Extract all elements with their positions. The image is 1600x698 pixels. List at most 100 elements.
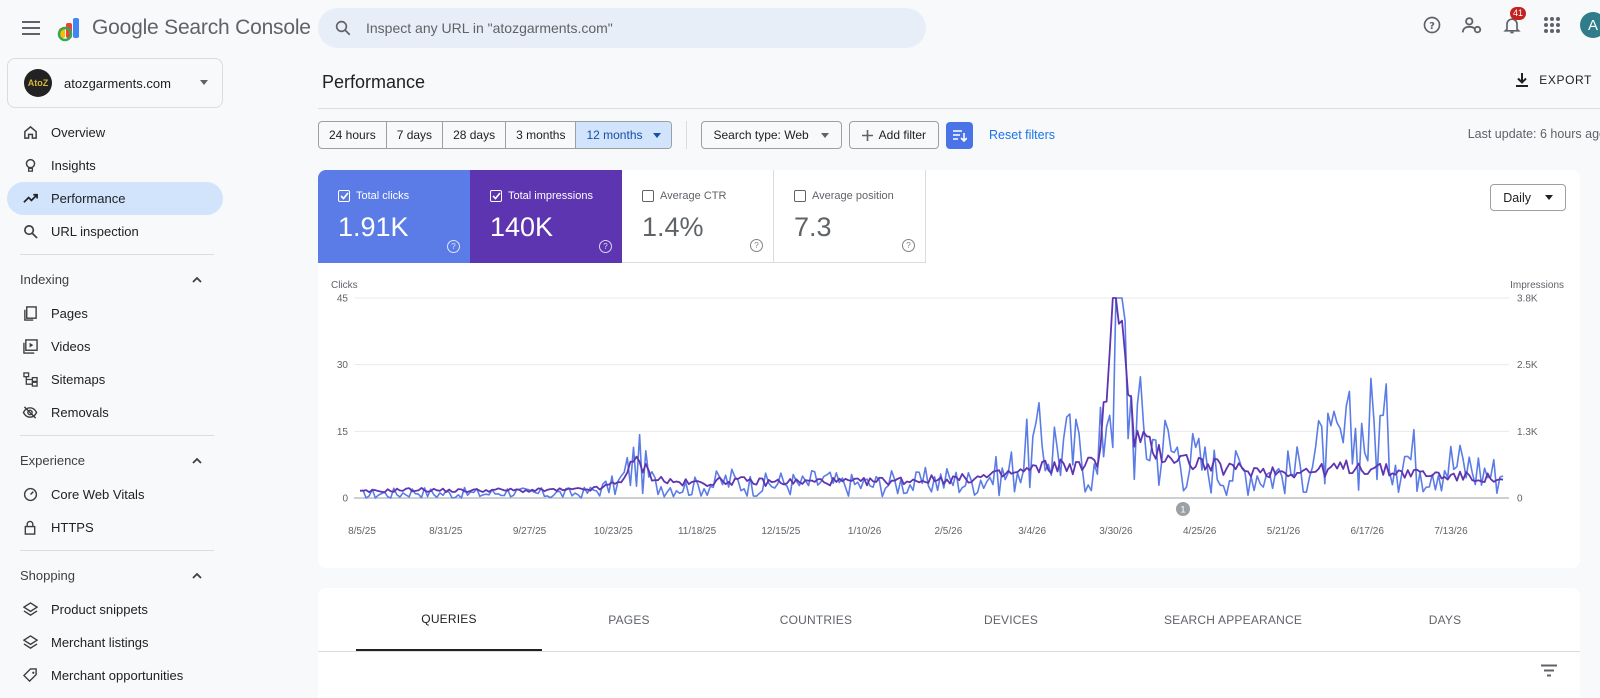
layers-icon — [22, 635, 38, 651]
sidebar: AtoZ atozgarments.com Overview Insights … — [0, 56, 230, 694]
property-selector[interactable]: AtoZ atozgarments.com — [7, 58, 223, 108]
sidebar-item-label: Insights — [51, 158, 96, 173]
metric-value: 140K — [490, 212, 554, 242]
sidebar-item-overview[interactable]: Overview — [0, 116, 222, 149]
tab-days[interactable]: DAYS — [1428, 612, 1462, 627]
metric-value: 1.4% — [642, 212, 704, 242]
x-tick-label: 9/27/25 — [513, 526, 547, 537]
search-icon — [22, 224, 38, 240]
metric-average-position[interactable]: Average position 7.3 ? — [774, 170, 926, 263]
metric-label: Average position — [812, 190, 894, 202]
section-title: Indexing — [20, 271, 70, 287]
sidebar-item-https[interactable]: HTTPS — [0, 511, 222, 544]
x-tick-label: 7/13/26 — [1434, 526, 1468, 537]
help-icon[interactable]: ? — [902, 239, 915, 252]
performance-line-chart[interactable]: Clicks Impressions 0 0 15 1.3K 30 2.5K 45 3.8K 8/5… — [318, 266, 1580, 566]
help-icon[interactable]: ? — [599, 240, 612, 253]
sidebar-item-removals[interactable]: Removals — [0, 396, 222, 429]
sidebar-section-indexing[interactable]: Indexing — [0, 261, 222, 297]
app-logo[interactable]: Google Search Console — [56, 14, 311, 42]
tab-search-appearance[interactable]: SEARCH APPEARANCE — [1163, 612, 1303, 627]
granularity-dropdown[interactable]: Daily — [1490, 184, 1566, 211]
date-range-28-days[interactable]: 28 days — [443, 122, 507, 148]
export-button[interactable]: EXPORT — [1515, 72, 1592, 88]
checkbox-unchecked-icon[interactable] — [642, 190, 654, 202]
chart-annotation-marker[interactable] — [1176, 502, 1190, 516]
tag-icon — [22, 668, 38, 684]
search-icon — [335, 20, 351, 36]
tab-pages[interactable]: PAGES — [608, 612, 650, 627]
sidebar-item-label: Performance — [51, 191, 126, 206]
metric-total-clicks[interactable]: Total clicks 1.91K ? — [318, 170, 470, 263]
date-range-12-months[interactable]: 12 months — [576, 122, 671, 148]
account-avatar[interactable]: A — [1580, 12, 1600, 38]
section-title: Shopping — [20, 567, 75, 583]
checkbox-checked-icon[interactable] — [338, 190, 350, 202]
help-icon[interactable]: ? — [447, 240, 460, 253]
date-range-7-days[interactable]: 7 days — [387, 122, 444, 148]
sidebar-item-product-snippets[interactable]: Product snippets — [0, 593, 222, 626]
apps-grid-icon[interactable] — [1540, 13, 1564, 37]
tab-devices[interactable]: DEVICES — [983, 612, 1039, 627]
sidebar-item-videos[interactable]: Videos — [0, 330, 222, 363]
date-range-24-hours[interactable]: 24 hours — [319, 122, 387, 148]
x-tick-label: 12/15/25 — [761, 526, 800, 537]
notification-count-badge: 41 — [1510, 7, 1527, 20]
hamburger-menu-icon[interactable] — [18, 16, 44, 40]
x-tick-label: 5/21/26 — [1267, 526, 1301, 537]
sidebar-item-core-web-vitals[interactable]: Core Web Vitals — [0, 478, 222, 511]
chevron-up-icon — [192, 276, 202, 283]
tab-countries[interactable]: COUNTRIES — [779, 612, 853, 627]
trending-up-icon — [22, 191, 38, 207]
right-tick-label: 3.8K — [1517, 294, 1538, 305]
sidebar-item-label: Overview — [51, 125, 106, 140]
main-nav: Overview Insights Performance URL inspec… — [0, 116, 230, 692]
home-icon — [22, 125, 38, 141]
sidebar-item-sitemaps[interactable]: Sitemaps — [0, 363, 222, 396]
last-update-text: Last update: 6 hours ago — [1467, 127, 1600, 141]
dropdown-caret-icon — [200, 80, 208, 85]
download-icon — [1516, 73, 1529, 87]
notifications-bell-icon[interactable]: 41 — [1500, 7, 1527, 37]
help-icon[interactable]: ? — [750, 239, 763, 252]
sidebar-item-pages[interactable]: Pages — [0, 297, 222, 330]
granularity-label: Daily — [1503, 190, 1531, 205]
pages-icon — [22, 306, 38, 322]
date-range-3-months[interactable]: 3 months — [506, 122, 577, 148]
section-title: Experience — [20, 452, 86, 468]
sidebar-section-shopping[interactable]: Shopping — [0, 557, 222, 593]
metric-label: Total clicks — [356, 190, 410, 202]
performance-chart-card: Total clicks 1.91K ? Total impressions 1… — [318, 170, 1580, 568]
lightbulb-icon — [22, 158, 38, 174]
add-filter-button[interactable]: Add filter — [848, 121, 940, 149]
tab-queries[interactable]: QUERIES — [356, 588, 542, 651]
checkbox-unchecked-icon[interactable] — [794, 190, 806, 202]
metric-average-ctr[interactable]: Average CTR 1.4% ? — [622, 170, 774, 263]
add-filter-label: Add filter — [878, 128, 927, 142]
sidebar-item-performance[interactable]: Performance — [7, 182, 223, 215]
checkbox-checked-icon[interactable] — [490, 190, 502, 202]
x-tick-label: 1/10/26 — [848, 526, 882, 537]
right-tick-label: 1.3K — [1517, 427, 1538, 438]
sidebar-item-merchant-listings[interactable]: Merchant listings — [0, 626, 222, 659]
sidebar-item-url-inspection[interactable]: URL inspection — [0, 215, 222, 248]
right-axis-label: Impressions — [1510, 280, 1564, 291]
metric-total-impressions[interactable]: Total impressions 140K ? — [470, 170, 622, 263]
url-inspect-search[interactable] — [318, 8, 926, 48]
reset-filters-link[interactable]: Reset filters — [989, 128, 1056, 142]
search-input[interactable] — [366, 20, 886, 36]
export-label: EXPORT — [1539, 73, 1592, 87]
filter-rows-icon[interactable] — [1540, 664, 1558, 677]
sidebar-item-merchant-opportunities[interactable]: Merchant opportunities — [0, 659, 222, 692]
filter-settings-button[interactable] — [946, 121, 974, 149]
sidebar-item-insights[interactable]: Insights — [0, 149, 222, 182]
search-type-filter[interactable]: Search type: Web — [700, 121, 842, 149]
filter-list-icon — [953, 129, 968, 142]
sidebar-section-experience[interactable]: Experience — [0, 442, 222, 478]
help-icon[interactable]: ? — [1420, 13, 1444, 37]
left-tick-label: 30 — [337, 360, 349, 371]
chevron-up-icon — [192, 572, 202, 579]
user-settings-icon[interactable] — [1460, 13, 1484, 37]
sidebar-item-label: Core Web Vitals — [51, 487, 145, 502]
dropdown-caret-icon — [1545, 195, 1553, 200]
